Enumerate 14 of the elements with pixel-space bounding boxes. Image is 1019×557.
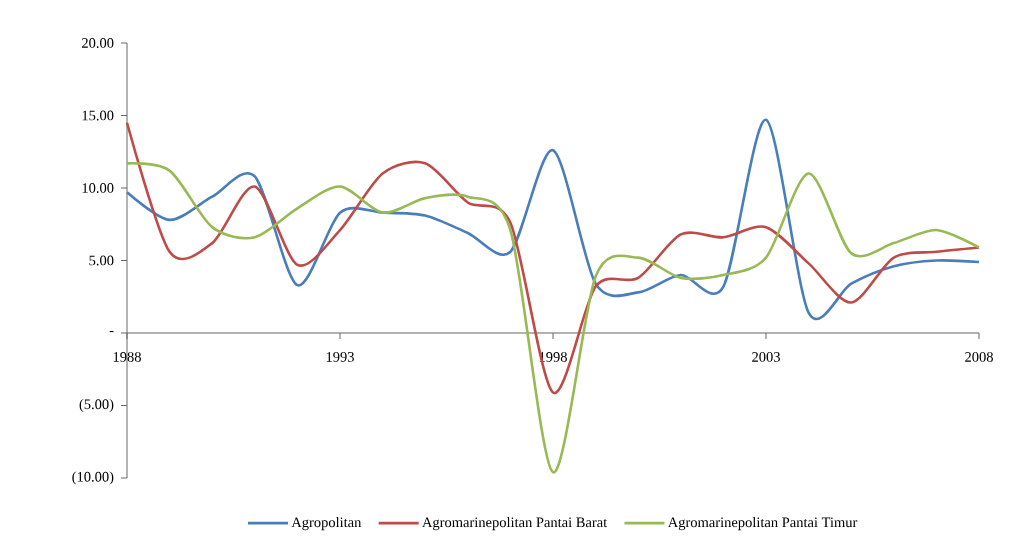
x-tick-label: 1993 [326,352,354,362]
y-tick-label: 10.00 [82,183,114,193]
legend-label: Agromarinepolitan Pantai Timur [667,516,858,531]
y-tick-label: (5.00) [79,398,114,413]
legend-label: Agromarinepolitan Pantai Barat [422,516,608,531]
x-tick-label: 2003 [752,352,780,362]
y-tick-label: - [109,331,114,333]
y-tick-label: 5.00 [89,255,114,266]
y-tick-label: 15.00 [82,110,114,121]
legend-label: Agropolitan [291,516,362,531]
y-tick-label: (10.00) [72,471,114,485]
x-tick-label: 2008 [965,352,993,362]
y-tick-label: 20.00 [82,38,114,48]
x-tick-label: 1988 [113,352,141,362]
